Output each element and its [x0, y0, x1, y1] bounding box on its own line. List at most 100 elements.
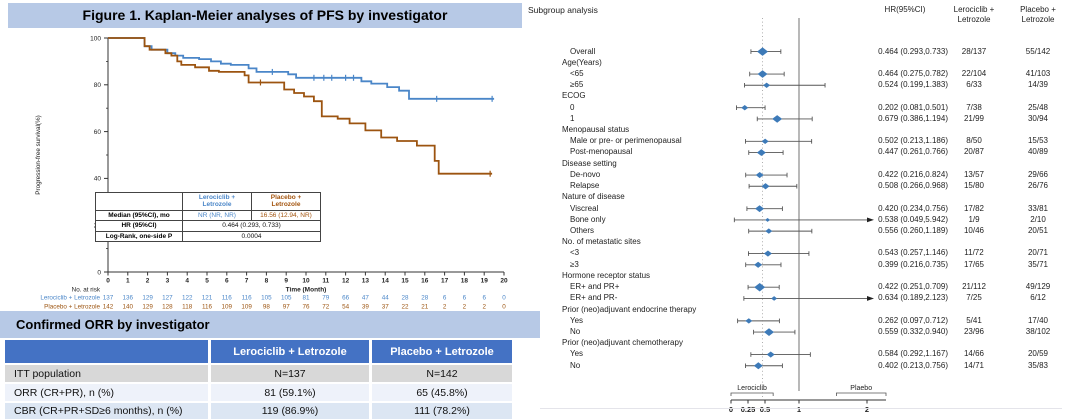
- forest-row-n-placebo: 33/81: [1027, 203, 1049, 213]
- forest-row-n-lerociclib: 6/33: [966, 80, 982, 90]
- forest-diamond-marker: [741, 105, 749, 111]
- forest-row-label: No: [570, 360, 581, 370]
- forest-row-n-lerociclib: 7/38: [966, 102, 982, 112]
- km-x-tick-label: 5: [205, 278, 209, 285]
- at-risk-value: 140: [123, 304, 134, 311]
- at-risk-value: 21: [421, 304, 429, 311]
- forest-row-label: <3: [570, 248, 580, 258]
- forest-row-n-lerociclib: 7/25: [966, 293, 982, 303]
- at-risk-value: 129: [142, 304, 153, 311]
- km-y-tick-label: 0: [97, 269, 101, 276]
- forest-row-label: De-novo: [570, 169, 601, 179]
- km-x-tick-label: 8: [265, 278, 269, 285]
- at-risk-value: 66: [342, 295, 350, 302]
- forest-row-label: Others: [570, 226, 595, 236]
- at-risk-value: 118: [182, 304, 193, 311]
- forest-x-tick-label: 0.5: [760, 405, 770, 414]
- forest-row-label: ≥3: [570, 259, 579, 269]
- forest-row-hr-text: 0.556 (0.260,1.189): [878, 226, 948, 236]
- orr-row-value: 119 (86.9%): [211, 403, 369, 419]
- forest-row-n-lerociclib: 10/46: [963, 226, 985, 236]
- km-x-tick-label: 16: [421, 278, 429, 285]
- km-curve-placebo: [108, 37, 493, 175]
- km-x-tick-label: 11: [322, 278, 329, 285]
- forest-row-n-lerociclib: 21/112: [962, 282, 986, 292]
- inset-col-header: Lerociclib + Letrozole: [182, 192, 252, 211]
- at-risk-value: 76: [302, 304, 310, 311]
- forest-row-label: Yes: [570, 315, 584, 325]
- km-y-tick-label: 40: [94, 176, 102, 183]
- forest-ci-arrow: [867, 217, 874, 223]
- forest-diamond-marker: [763, 82, 771, 88]
- at-risk-label: No. at risk: [72, 287, 101, 294]
- inset-row-value: 0.0004: [182, 230, 321, 243]
- forest-row-label: Male or pre- or perimenopausal: [570, 136, 682, 146]
- forest-diamond-marker: [772, 115, 783, 123]
- forest-diamond-marker: [761, 183, 770, 190]
- orr-row-value: N=137: [211, 365, 369, 382]
- forest-row-n-placebo: 6/12: [1030, 293, 1046, 303]
- forest-row-hr-text: 0.538 (0.049,5.942): [878, 214, 948, 224]
- forest-group-label: Menopausal status: [562, 125, 630, 135]
- forest-row-n-placebo: 25/48: [1027, 102, 1049, 112]
- at-risk-value: 116: [222, 295, 233, 302]
- km-inset-table: Lerociclib + Letrozole Placebo + Letrozol…: [95, 192, 321, 243]
- orr-title: Confirmed ORR by investigator: [16, 317, 210, 332]
- forest-row-n-lerociclib: 21/99: [963, 113, 985, 123]
- forest-row-label: ER+ and PR+: [570, 282, 620, 292]
- at-risk-value: 122: [182, 295, 193, 302]
- forest-x-tick-label: 1: [797, 405, 801, 414]
- forest-row-n-lerociclib: 22/104: [961, 68, 987, 78]
- orr-header-cell: [5, 340, 208, 363]
- forest-row-hr-text: 0.464 (0.293,0.733): [878, 46, 948, 56]
- at-risk-value: 47: [362, 295, 370, 302]
- forest-row-hr-text: 0.524 (0.199,1.383): [878, 80, 948, 90]
- forest-row-n-placebo: 41/103: [1025, 68, 1051, 78]
- forest-row-n-placebo: 35/83: [1027, 360, 1049, 370]
- at-risk-value: 2: [482, 304, 486, 311]
- at-risk-value: 6: [463, 295, 467, 302]
- forest-row-label: Overall: [570, 46, 596, 56]
- forest-row-hr-text: 0.262 (0.097,0.712): [878, 315, 948, 325]
- forest-diamond-marker: [766, 351, 775, 358]
- forest-title: Subgroup analysis: [528, 5, 598, 15]
- forest-row-n-placebo: 20/51: [1027, 226, 1049, 236]
- forest-row-label: Relapse: [570, 181, 600, 191]
- forest-row-n-placebo: 29/66: [1027, 169, 1049, 179]
- km-y-tick-label: 60: [94, 129, 102, 136]
- forest-x-tick-label: 2: [865, 405, 869, 414]
- forest-row-n-lerociclib: 14/66: [963, 349, 985, 359]
- forest-row-n-placebo: 55/142: [1025, 46, 1051, 56]
- forest-row-label: Yes: [570, 349, 584, 359]
- orr-row-label: CBR (CR+PR+SD≥6 months), n (%): [5, 403, 208, 419]
- forest-row-hr-text: 0.679 (0.386,1.194): [878, 113, 948, 123]
- forest-row-hr-text: 0.634 (0.189,2.123): [878, 293, 948, 303]
- forest-row-n-lerociclib: 8/50: [966, 136, 982, 146]
- forest-diamond-marker: [754, 261, 763, 268]
- forest-row-label: Viscreal: [570, 203, 599, 213]
- at-risk-series-name: Placebo + Letrozole: [44, 304, 100, 311]
- forest-row-n-lerociclib: 23/96: [963, 327, 985, 336]
- at-risk-value: 28: [401, 295, 409, 302]
- at-risk-series-name: Lerociclib + Letrozole: [40, 295, 100, 302]
- orr-header-cell: Lerociclib + Letrozole: [211, 340, 369, 363]
- forest-row-n-placebo: 40/89: [1027, 147, 1049, 157]
- at-risk-value: 0: [502, 304, 506, 311]
- forest-col-header-hr: HR(95%CI): [884, 5, 926, 14]
- km-y-tick-label: 100: [90, 35, 101, 42]
- forest-row-hr-text: 0.422 (0.251,0.709): [878, 282, 948, 292]
- at-risk-value: 79: [322, 295, 330, 302]
- forest-row-n-placebo: 26/76: [1027, 181, 1049, 191]
- forest-row-n-placebo: 30/94: [1027, 113, 1049, 123]
- at-risk-value: 136: [123, 295, 134, 302]
- forest-row-hr-text: 0.559 (0.332,0.940): [878, 327, 948, 336]
- forest-favors-lerociclib-label: Lerociclib: [737, 385, 767, 392]
- at-risk-value: 44: [382, 295, 390, 302]
- forest-row-label: Bone only: [570, 214, 606, 224]
- at-risk-value: 0: [502, 295, 506, 302]
- forest-group-label: Age(Years): [562, 57, 602, 67]
- forest-diamond-marker: [745, 318, 753, 324]
- at-risk-value: 129: [142, 295, 153, 302]
- orr-row-label: ORR (CR+PR), n (%): [5, 384, 208, 401]
